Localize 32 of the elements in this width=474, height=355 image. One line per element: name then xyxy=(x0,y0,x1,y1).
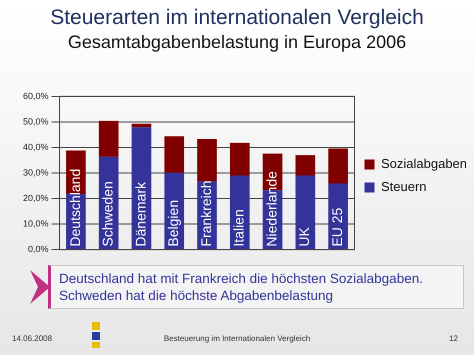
y-tick-label: 30,0% xyxy=(22,167,49,178)
chart-subtitle: Gesamtabgabenbelastung in Europa 2006 xyxy=(66,32,408,53)
bar xyxy=(164,136,184,173)
bar xyxy=(132,124,152,128)
bar xyxy=(197,139,217,182)
x-tick-label: Deutschland xyxy=(66,168,83,247)
legend-label: Sozialabgaben xyxy=(381,156,468,172)
x-tick-label: UK xyxy=(296,226,312,247)
x-tick-label: Dänemark xyxy=(132,181,148,247)
x-tick-label: EU 25 xyxy=(328,207,345,247)
x-tick-label: Belgien xyxy=(165,200,182,247)
y-tick-label: 10,0% xyxy=(22,218,49,229)
text: Deutschland hat mit Frankreich die höchsten Sozialabgaben. Schweden hat die höchste Abgabenbelastung xyxy=(48,265,464,309)
bar xyxy=(296,155,316,176)
text: 12 xyxy=(449,334,458,343)
x-tick-label: Schweden xyxy=(100,181,116,247)
x-tick-label: Niederlande xyxy=(263,170,280,247)
text: Besteuerung im Internationalen Vergleich xyxy=(164,334,310,343)
y-tick-label: 0,0% xyxy=(28,244,49,254)
y-tick-label: 50,0% xyxy=(22,116,49,126)
text: 14.06.2008 xyxy=(12,334,52,343)
y-tick-label: 20,0% xyxy=(22,193,49,204)
legend-label: Steuern xyxy=(381,179,427,194)
x-tick-label: Frankreich xyxy=(198,180,214,247)
y-tick-label: 40,0% xyxy=(22,142,49,152)
chart-title: Steuerarten im internationalen Vergleich xyxy=(49,6,425,30)
x-tick-label: Italien xyxy=(230,209,247,247)
y-tick-label: 60,0% xyxy=(22,90,49,101)
bar xyxy=(296,176,316,250)
bar xyxy=(328,148,348,184)
bar xyxy=(230,142,250,176)
bar xyxy=(98,120,119,157)
